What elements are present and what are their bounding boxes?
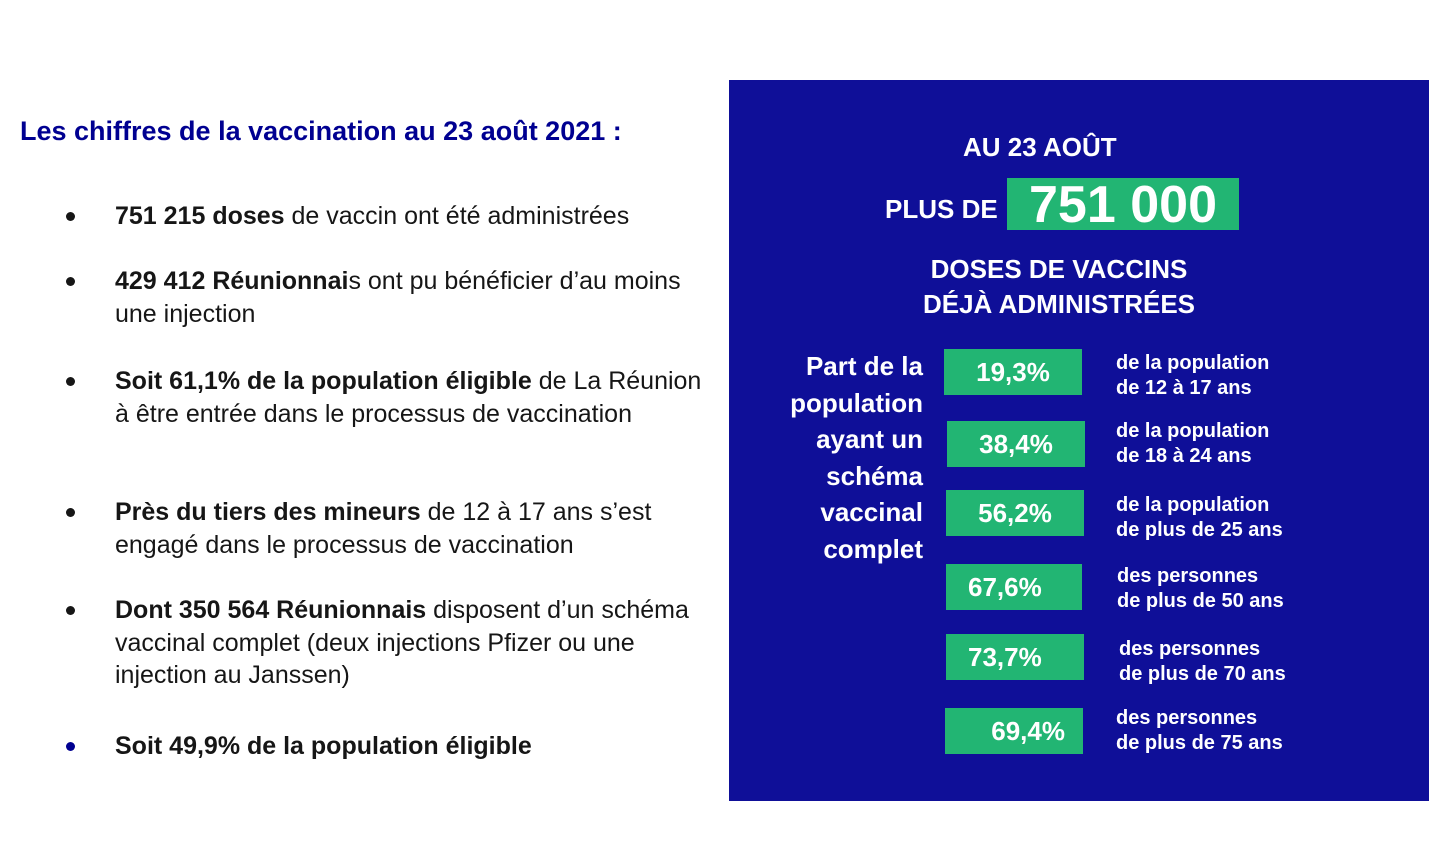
- bullet-icon: [66, 606, 75, 615]
- bullet-icon: [66, 212, 75, 221]
- side-label-line: Part de la: [805, 351, 923, 381]
- bullet-bold: Soit 61,1% de la population éligible: [115, 367, 532, 395]
- bullet-bold: 751 215 doses: [115, 202, 285, 230]
- big-number-box: 751 000: [1007, 176, 1239, 234]
- rate-desc-line: de plus de 70 ans: [1119, 663, 1286, 685]
- rate-description: des personnes de plus de 75 ans: [1116, 706, 1283, 756]
- bullet-icon: [66, 742, 75, 751]
- bullet-bold: Près du tiers des mineurs: [115, 498, 421, 526]
- plus-label: PLUS DE: [885, 194, 998, 224]
- rate-desc-line: de la population: [1116, 420, 1270, 442]
- bullet-text: disposent d’un schéma vaccinal complet (…: [115, 596, 689, 689]
- rate-desc-line: de plus de 75 ans: [1116, 732, 1283, 754]
- bullet-text: de 12 à 17 ans s’est engagé dans le proc…: [115, 498, 652, 559]
- page-title: Les chiffres de la vaccination au 23 aoû…: [20, 116, 622, 146]
- rate-desc-line: de la population: [1116, 494, 1270, 516]
- bullet-text: de La Réunion à être entrée dans le proc…: [115, 367, 702, 428]
- side-label-line: vaccinal: [820, 497, 923, 527]
- infographic-date: AU 23 AOÛT: [963, 132, 1117, 162]
- rate-desc-line: de 18 à 24 ans: [1116, 445, 1252, 467]
- bullet-text: s ont pu bénéficier d’au moins une injec…: [115, 267, 681, 328]
- rate-desc-line: de plus de 50 ans: [1117, 590, 1284, 612]
- big-number: 751 000: [1029, 176, 1217, 234]
- doses-line-1: DOSES DE VACCINS: [930, 254, 1188, 284]
- bullet-bold: 429 412 Réunionnai: [115, 267, 349, 295]
- rate-value: 56,2%: [978, 498, 1052, 528]
- rate-description: des personnes de plus de 70 ans: [1119, 637, 1286, 687]
- rate-desc-line: de la population: [1116, 352, 1270, 374]
- rate-description: de la population de 18 à 24 ans: [1116, 419, 1269, 469]
- bullet-text: de vaccin ont été administrées: [284, 202, 630, 230]
- rate-desc-line: des personnes: [1117, 565, 1259, 587]
- rate-desc-line: de 12 à 17 ans: [1116, 377, 1252, 399]
- side-label-line: complet: [823, 533, 923, 564]
- rate-description: de la population de plus de 25 ans: [1116, 493, 1283, 543]
- rate-value: 19,3%: [976, 357, 1050, 387]
- rate-description: de la population de 12 à 17 ans: [1116, 351, 1269, 401]
- bullet-bold: Soit 49,9% de la population éligible: [115, 732, 532, 760]
- rate-desc-line: des personnes: [1116, 707, 1258, 729]
- side-label-line: schéma: [826, 460, 923, 491]
- rate-box-12-17: 19,3%: [944, 349, 1082, 395]
- rate-box-75-plus: 69,4%: [945, 708, 1083, 754]
- rate-value: 73,7%: [968, 642, 1042, 672]
- rate-box-50-plus: 67,6%: [946, 564, 1082, 610]
- doses-line-2: DÉJÀ ADMINISTRÉES: [922, 289, 1196, 319]
- side-label-line: population: [790, 387, 923, 418]
- doses-caption: DOSES DE VACCINS DÉJÀ ADMINISTRÉES: [879, 252, 1239, 322]
- side-label: Part de la population ayant un schéma va…: [769, 348, 923, 567]
- bullet-icon: [66, 277, 75, 286]
- vaccination-infographic: AU 23 AOÛT PLUS DE 751 000 DOSES DE VACC…: [729, 80, 1429, 801]
- rate-box-18-24: 38,4%: [947, 421, 1085, 467]
- rate-value: 67,6%: [968, 572, 1042, 602]
- bullet-bold: Dont 350 564 Réunionnais: [115, 596, 427, 624]
- rate-box-70-plus: 73,7%: [946, 634, 1084, 680]
- rate-desc-line: des personnes: [1119, 638, 1261, 660]
- bullet-icon: [66, 377, 75, 386]
- rate-description: des personnes de plus de 50 ans: [1117, 564, 1284, 614]
- rate-desc-line: de plus de 25 ans: [1116, 519, 1283, 541]
- side-label-line: ayant un: [816, 424, 923, 454]
- rate-value: 38,4%: [979, 429, 1053, 459]
- rate-box-25-plus: 56,2%: [946, 490, 1084, 536]
- rate-value: 69,4%: [991, 716, 1065, 746]
- bullet-icon: [66, 508, 75, 517]
